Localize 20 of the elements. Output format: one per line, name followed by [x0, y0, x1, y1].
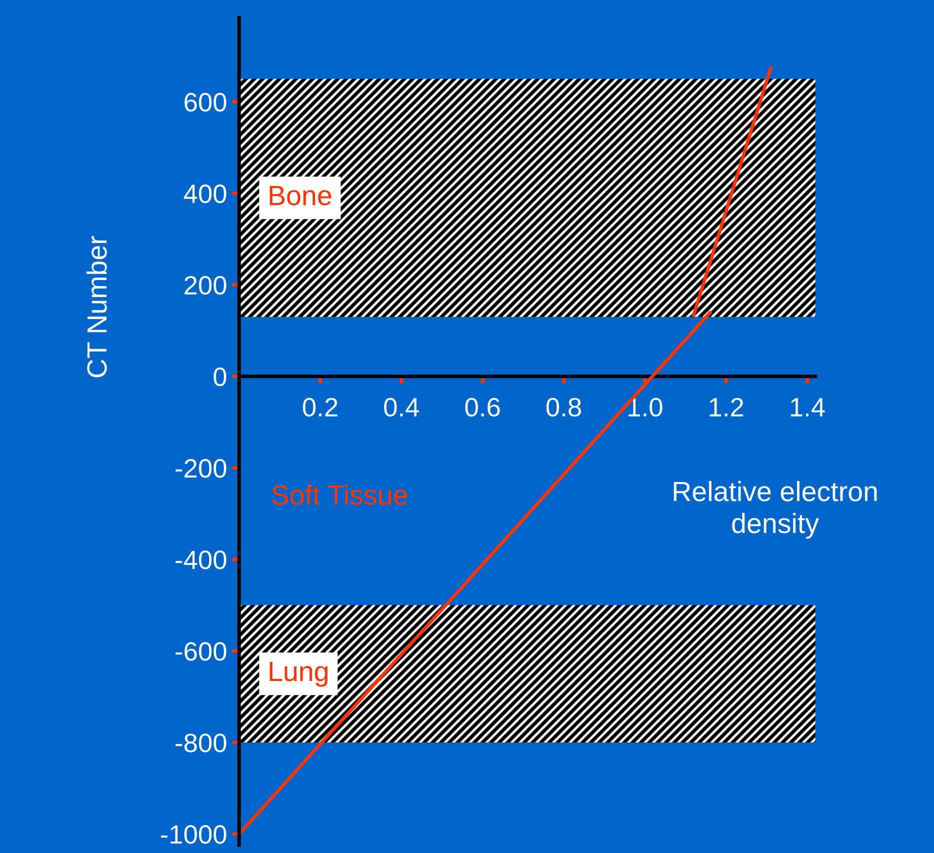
x-tick-label: 0.6 — [465, 398, 500, 417]
y-tick-label: 400 — [184, 184, 226, 204]
y-tick-label: -400 — [176, 550, 226, 570]
x-tick-label: 0.8 — [546, 398, 581, 417]
y-axis-title: CT Number — [86, 236, 107, 378]
y-tick-label: -600 — [176, 642, 226, 661]
annotation: Soft Tissue — [272, 484, 407, 505]
x-tick-label: 0.4 — [384, 398, 420, 417]
y-tick-label: 200 — [184, 276, 226, 295]
y-tick-label: 0 — [214, 367, 226, 386]
y-tick-label: 600 — [184, 92, 226, 112]
x-axis-title: Relative electron density — [674, 480, 877, 539]
y-tick-label: -800 — [176, 734, 226, 752]
band-label: Lung — [270, 662, 328, 687]
y-tick-label: -1000 — [160, 825, 226, 844]
y-tick-label: -200 — [176, 459, 226, 478]
x-tick-label: 1.4 — [790, 398, 825, 416]
x-tick-label: 0.2 — [302, 398, 338, 417]
band-label: Bone — [270, 186, 332, 206]
x-tick-label: 1.2 — [710, 398, 744, 416]
